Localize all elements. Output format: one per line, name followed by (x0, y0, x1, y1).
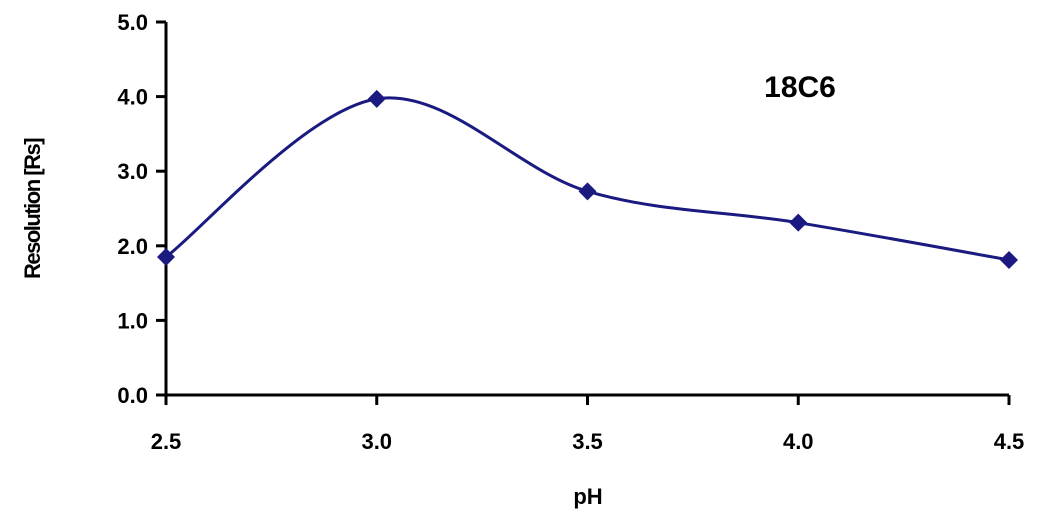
data-point-marker (789, 213, 808, 232)
x-tick-label: 2.5 (151, 429, 182, 454)
x-tick-label: 3.5 (572, 429, 603, 454)
y-tick-label: 2.0 (117, 234, 148, 259)
y-tick-label: 3.0 (117, 159, 148, 184)
data-point-marker (1000, 250, 1018, 269)
data-point-marker (157, 247, 175, 266)
ticks: 0.0 1.0 2.0 3.0 4.0 5.0 2.5 3.0 3.5 4.0 4.5 (117, 10, 1024, 454)
data-point-marker (367, 89, 386, 108)
y-tick-label: 5.0 (117, 10, 148, 35)
axes (164, 22, 1009, 397)
y-tick-label: 1.0 (117, 308, 148, 333)
series-line (165, 96, 1010, 262)
x-tick-label: 4.0 (783, 429, 814, 454)
x-axis-title: pH (573, 484, 602, 509)
chart-annotation: 18C6 (764, 71, 836, 104)
x-tick-label: 4.5 (994, 429, 1025, 454)
y-axis-title: Resolution [Rs] (20, 138, 45, 279)
markers (157, 89, 1018, 269)
series (165, 96, 1010, 262)
y-tick-label: 0.0 (117, 383, 148, 408)
x-tick-label: 3.0 (361, 429, 392, 454)
data-point-marker (578, 182, 597, 201)
y-tick-label: 4.0 (117, 85, 148, 110)
